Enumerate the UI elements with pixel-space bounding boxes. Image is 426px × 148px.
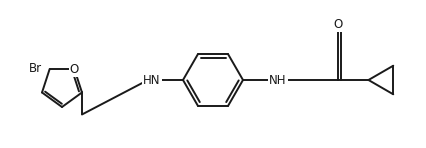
Text: HN: HN (143, 74, 161, 86)
Text: O: O (70, 62, 79, 75)
Text: O: O (334, 18, 343, 31)
Text: NH: NH (269, 74, 287, 86)
Text: Br: Br (29, 62, 42, 74)
